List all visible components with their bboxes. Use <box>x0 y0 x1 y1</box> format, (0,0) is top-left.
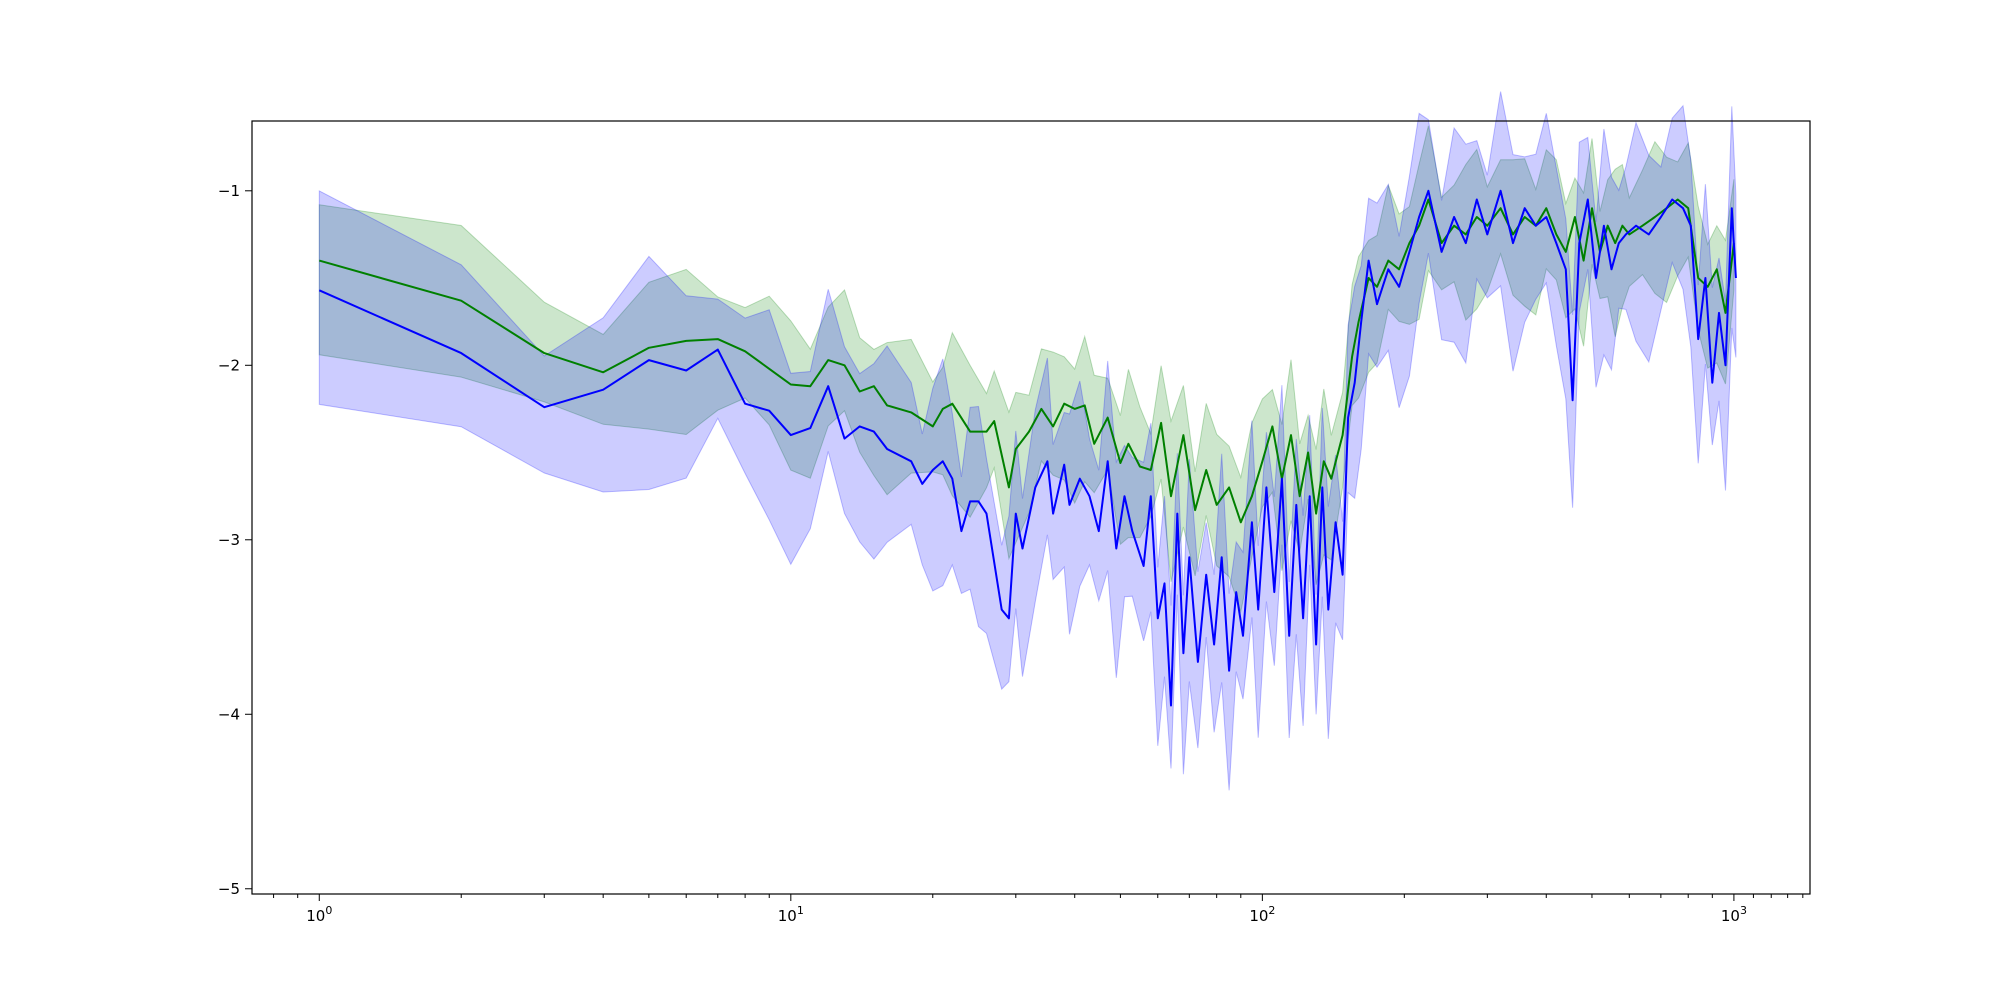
x-axis-ticks: 100 101 102 103 <box>273 894 1804 925</box>
series-2-band <box>318 91 1737 791</box>
y-axis-ticks: −1 −2 −3 −4 −5 <box>218 182 252 898</box>
y-tick-label: −2 <box>218 356 240 374</box>
y-tick-label: −5 <box>218 880 240 898</box>
plot-frame <box>251 120 1811 895</box>
x-tick-label: 103 <box>1721 904 1747 925</box>
series-lines <box>318 189 1737 707</box>
y-tick-label: −3 <box>218 531 240 549</box>
confidence-bands <box>318 91 1737 791</box>
y-tick-label: −4 <box>218 705 240 723</box>
series-2-line <box>318 189 1737 707</box>
x-tick-label: 100 <box>306 904 332 925</box>
y-tick-label: −1 <box>218 182 240 200</box>
x-tick-label: 102 <box>1249 904 1275 925</box>
x-tick-label: 101 <box>778 904 804 925</box>
series-1-band <box>318 125 1735 614</box>
series-1-line <box>319 198 1735 524</box>
